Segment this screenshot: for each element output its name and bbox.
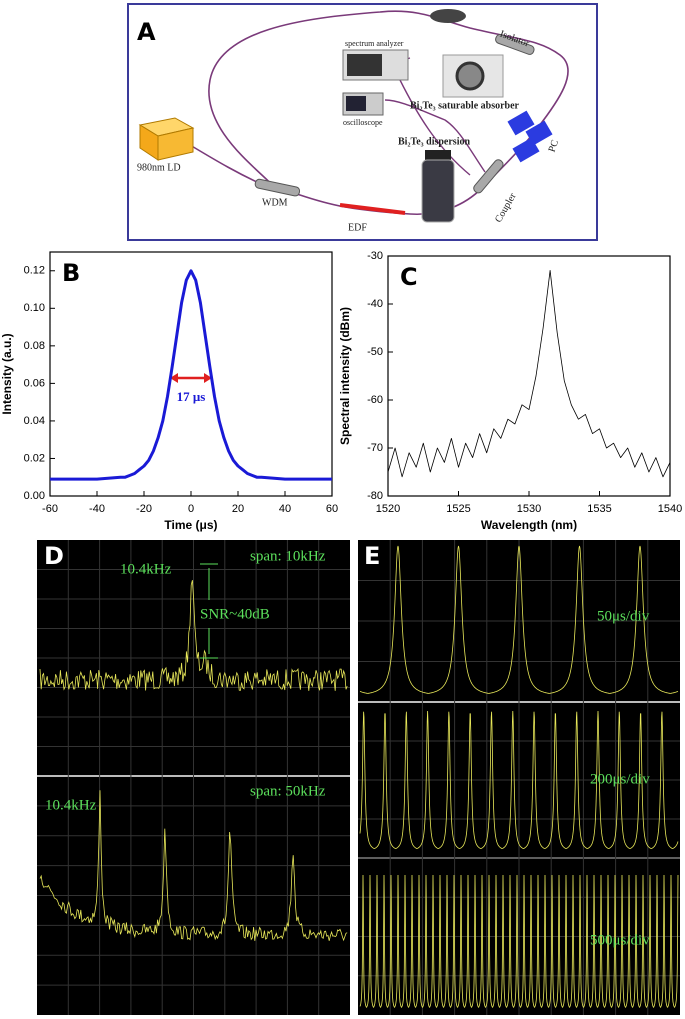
component-label: Bi₂Te₃ saturable absorber — [410, 100, 520, 111]
panel-label: B — [62, 259, 80, 287]
panel-label: E — [364, 542, 380, 570]
y-tick-label: 0.08 — [24, 340, 45, 352]
x-axis-title: Time (μs) — [164, 518, 217, 532]
y-tick-label: -80 — [367, 490, 383, 502]
x-tick-label: 1525 — [446, 503, 470, 515]
scope-label: 500μs/div — [590, 932, 650, 948]
x-axis-title: Wavelength (nm) — [481, 518, 577, 532]
y-tick-label: -70 — [367, 442, 383, 454]
dispersion-bottle — [421, 150, 455, 223]
snr-marker — [200, 563, 218, 659]
scope-label: 10.4kHz — [45, 797, 97, 813]
wdm — [254, 178, 301, 197]
data-line — [387, 270, 671, 478]
x-tick-label: 60 — [326, 503, 338, 515]
component-label: oscilloscope — [343, 118, 383, 127]
fwhm-arrow — [170, 373, 212, 383]
scope-label: 200μs/div — [590, 771, 650, 787]
data-line — [50, 269, 332, 481]
scope-trace — [39, 790, 348, 942]
component-label: PC — [547, 138, 562, 154]
scope-label: 50μs/div — [597, 608, 650, 624]
y-axis-title: Intensity (a.u.) — [0, 333, 14, 414]
laser-diode — [138, 117, 195, 161]
panel-label: C — [400, 263, 418, 291]
scope-label: 10.4kHz — [120, 561, 172, 577]
component-label: WDM — [262, 197, 288, 208]
spectrum-analyzer — [342, 49, 409, 81]
scope-trace — [39, 580, 348, 691]
fiber — [384, 99, 486, 173]
y-tick-label: -50 — [367, 346, 383, 358]
plot-frame — [49, 251, 333, 497]
plot-frame — [387, 255, 671, 497]
x-tick-label: 20 — [232, 503, 244, 515]
component-label: Bi₂Te₃ dispersion — [398, 136, 470, 147]
panel-label: D — [44, 542, 64, 570]
annotation: 17 μs — [177, 389, 206, 404]
y-tick-label: -30 — [367, 250, 383, 262]
x-tick-label: -40 — [89, 503, 105, 515]
component-label: spectrum analyzer — [345, 39, 404, 48]
x-tick-label: 1520 — [376, 503, 400, 515]
panel-label: A — [137, 18, 156, 46]
y-tick-label: 0.02 — [24, 452, 45, 464]
oscilloscope-device — [342, 92, 384, 116]
component-label: EDF — [348, 222, 367, 233]
scope-trace — [359, 710, 679, 850]
y-tick-label: 0.10 — [24, 302, 45, 314]
scope-label: SNR~40dB — [200, 606, 270, 622]
scope-label: span: 50kHz — [250, 783, 326, 799]
x-tick-label: 40 — [279, 503, 291, 515]
component-label: 980nm LD — [137, 162, 181, 173]
y-tick-label: 0.06 — [24, 377, 45, 389]
y-tick-label: -60 — [367, 394, 383, 406]
absorber-photo — [430, 9, 504, 98]
y-tick-label: 0.12 — [24, 265, 45, 277]
scope-trace — [359, 545, 679, 694]
coupler — [473, 159, 504, 194]
y-tick-label: 0.00 — [24, 490, 45, 502]
y-tick-label: -40 — [367, 298, 383, 310]
polarization-controller — [507, 110, 553, 163]
edf-fiber — [339, 203, 406, 215]
x-tick-label: -60 — [42, 503, 58, 515]
scope-trace — [359, 874, 679, 1009]
x-tick-label: 1535 — [587, 503, 611, 515]
x-tick-label: -20 — [136, 503, 152, 515]
y-tick-label: 0.04 — [24, 415, 45, 427]
x-tick-label: 1530 — [517, 503, 541, 515]
scope-label: span: 10kHz — [250, 548, 326, 564]
isolator — [495, 34, 535, 55]
x-tick-label: 1540 — [658, 503, 682, 515]
y-axis-title: Spectral intensity (dBm) — [338, 307, 352, 445]
x-tick-label: 0 — [188, 503, 194, 515]
setup-diagram: A 980nm LD WDM EDF Coupler PC Isolator s… — [127, 3, 598, 241]
